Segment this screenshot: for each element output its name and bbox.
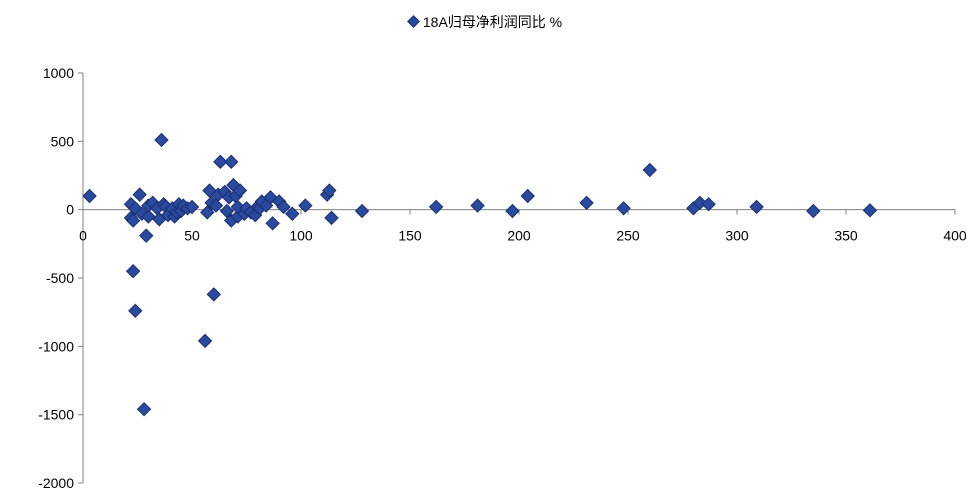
- data-point: [184, 199, 200, 215]
- y-tick-label: 0: [66, 202, 74, 218]
- x-tick-label: 150: [398, 228, 422, 244]
- data-point: [520, 188, 535, 204]
- data-point: [224, 154, 239, 170]
- data-point: [579, 195, 594, 211]
- data-point: [285, 206, 300, 221]
- data-point: [322, 183, 337, 198]
- data-point: [197, 333, 213, 349]
- x-tick-label: 300: [725, 228, 749, 244]
- data-point: [470, 198, 485, 213]
- y-tick-label: 1000: [43, 65, 74, 81]
- data-point: [232, 183, 248, 198]
- y-tick-label: 500: [51, 133, 75, 149]
- data-point: [132, 187, 147, 202]
- data-point: [616, 201, 631, 216]
- y-tick-label: -500: [46, 270, 74, 286]
- data-point: [642, 162, 658, 178]
- data-point: [862, 203, 878, 218]
- data-point: [125, 263, 141, 279]
- data-point: [428, 199, 444, 215]
- data-point: [219, 203, 235, 219]
- legend: 18A归母净利润同比 %: [0, 12, 971, 32]
- x-tick-label: 200: [507, 228, 531, 244]
- data-points: [82, 132, 878, 417]
- data-point: [692, 195, 708, 211]
- data-point: [125, 213, 141, 228]
- data-point: [206, 287, 222, 302]
- data-point: [154, 132, 169, 148]
- data-point: [354, 203, 370, 219]
- y-tick-label: -2000: [38, 475, 74, 489]
- x-tick-label: 250: [616, 228, 640, 244]
- data-point: [200, 205, 215, 220]
- axes: 1000 500 0 -500 -1000 -1500 -2000 0 50 100 150 200 2…: [38, 65, 967, 489]
- legend-label: 18A归母净利润同比 %: [422, 14, 563, 30]
- x-tick-label: 50: [184, 228, 200, 244]
- x-tick-label: 350: [834, 228, 858, 244]
- data-point: [208, 198, 224, 213]
- data-point: [136, 401, 152, 417]
- data-point: [806, 203, 821, 219]
- data-point: [276, 199, 291, 215]
- data-point: [128, 303, 143, 319]
- data-point: [213, 154, 228, 170]
- data-point: [505, 203, 520, 219]
- data-point: [701, 196, 716, 212]
- y-tick-label: -1000: [38, 338, 74, 354]
- y-tick-label: -1500: [38, 407, 74, 423]
- x-tick-label: 100: [289, 228, 313, 244]
- data-point: [324, 210, 339, 226]
- data-point: [141, 209, 156, 224]
- data-point: [749, 199, 764, 215]
- data-point: [82, 188, 97, 204]
- data-point: [265, 216, 280, 231]
- data-point: [139, 228, 154, 243]
- x-tick-label: 400: [943, 228, 967, 244]
- data-point: [298, 198, 313, 213]
- x-tick-label: 0: [79, 228, 87, 244]
